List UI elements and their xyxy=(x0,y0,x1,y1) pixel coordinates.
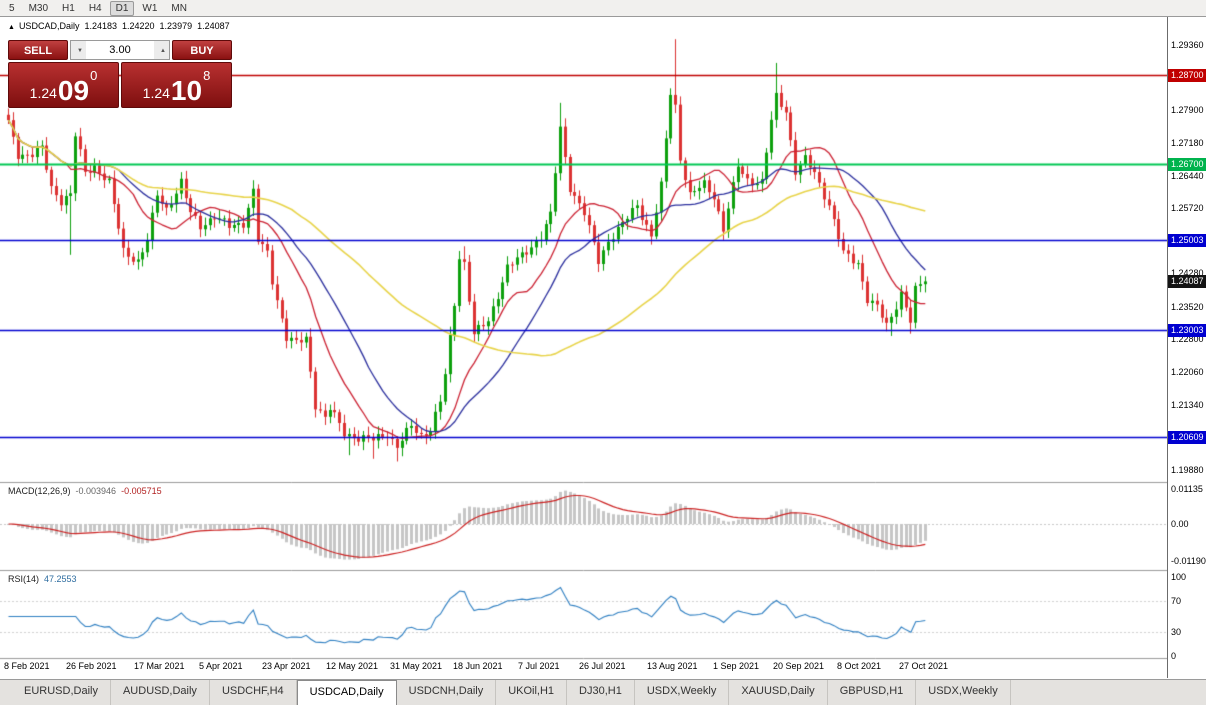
chart-symbol-label: USDCAD,Daily xyxy=(18,21,80,31)
chart-tab-usdx-weekly[interactable]: USDX,Weekly xyxy=(916,680,1011,705)
chart-tab-usdx-weekly[interactable]: USDX,Weekly xyxy=(635,680,730,705)
buy-price-display[interactable]: 1.24 10 8 xyxy=(121,62,232,108)
price-axis-separator xyxy=(1167,17,1168,678)
price-tick: 1.22060 xyxy=(1171,367,1204,378)
chart-tab-usdcad-daily[interactable]: USDCAD,Daily xyxy=(296,680,397,705)
chart-window-border xyxy=(0,16,1206,17)
price-tick: 1.22800 xyxy=(1171,334,1204,345)
date-tick: 1 Sep 2021 xyxy=(713,661,760,671)
date-tick: 13 Aug 2021 xyxy=(647,661,698,671)
sell-price-base: 1.24 xyxy=(29,85,57,101)
date-tick: 23 Apr 2021 xyxy=(262,661,311,671)
timeframe-button-m30[interactable]: M30 xyxy=(28,2,49,14)
timeframe-button-h4[interactable]: H4 xyxy=(88,2,102,14)
timeframe-button-h1[interactable]: H1 xyxy=(62,2,75,14)
price-tick: 1.29360 xyxy=(1171,40,1204,50)
date-tick: 26 Feb 2021 xyxy=(66,661,117,671)
date-tick: 12 May 2021 xyxy=(326,661,379,671)
macd-main-value: -0.003946 xyxy=(75,486,117,496)
price-tick: 1.19880 xyxy=(1171,464,1204,475)
macd-tick: 0.01135 xyxy=(1171,483,1203,494)
chart-tab-audusd-daily[interactable]: AUDUSD,Daily xyxy=(111,680,210,705)
sell-price-sup: 0 xyxy=(90,68,98,83)
one-click-trading-panel: SELL ▼ 3.00 ▲ BUY 1.24 09 0 1.24 10 8 xyxy=(8,40,232,108)
macd-signal-value: -0.005715 xyxy=(121,486,162,496)
volume-control: ▼ 3.00 ▲ xyxy=(70,40,170,60)
price-badge: 1.26700 xyxy=(1168,158,1206,172)
date-tick: 27 Oct 2021 xyxy=(899,661,949,671)
timeframe-toolbar: 5 M30 H1 H4 D1 W1 MN xyxy=(0,0,1206,16)
chart-tab-usdcnh-daily[interactable]: USDCNH,Daily xyxy=(397,680,497,705)
date-tick: 31 May 2021 xyxy=(390,661,443,671)
chart-tab-gbpusd-h1[interactable]: GBPUSD,H1 xyxy=(828,680,917,705)
ohlc-low: 1.23979 xyxy=(159,21,193,31)
volume-decrease-icon[interactable]: ▼ xyxy=(71,41,86,59)
chart-canvas[interactable] xyxy=(0,18,1167,677)
sell-button[interactable]: SELL xyxy=(8,40,68,60)
price-tick: 1.25720 xyxy=(1171,203,1204,214)
date-tick: 26 Jul 2021 xyxy=(579,661,626,671)
date-tick: 7 Jul 2021 xyxy=(518,661,560,671)
price-tick: 1.26440 xyxy=(1171,170,1204,181)
rsi-value: 47.2553 xyxy=(44,574,77,584)
date-tick: 17 Mar 2021 xyxy=(134,661,185,671)
sell-price-big: 09 xyxy=(57,74,90,106)
ohlc-close: 1.24087 xyxy=(197,21,230,31)
date-tick: 8 Oct 2021 xyxy=(837,661,882,671)
date-tick: 20 Sep 2021 xyxy=(773,661,825,671)
price-tick: 1.23520 xyxy=(1171,301,1204,312)
macd-tick: -0.01190 xyxy=(1171,555,1206,566)
buy-price-sup: 8 xyxy=(203,68,211,83)
timeframe-button-5[interactable]: 5 xyxy=(9,2,15,14)
chart-tab-bar: EURUSD,Daily AUDUSD,Daily USDCHF,H4 USDCAD,… xyxy=(0,679,1206,705)
rsi-tick: 70 xyxy=(1171,595,1182,606)
price-tick: 1.21340 xyxy=(1171,399,1204,410)
buy-button[interactable]: BUY xyxy=(172,40,232,60)
date-tick: 18 Jun 2021 xyxy=(453,661,503,671)
ohlc-open: 1.24183 xyxy=(84,21,117,31)
chart-tab-xauusd-daily[interactable]: XAUUSD,Daily xyxy=(729,680,828,705)
price-tick: 1.27900 xyxy=(1171,105,1204,116)
volume-increase-icon[interactable]: ▲ xyxy=(154,41,169,59)
price-badge: 1.24087 xyxy=(1168,275,1206,289)
price-badge: 1.25003 xyxy=(1168,234,1206,248)
sell-price-display[interactable]: 1.24 09 0 xyxy=(8,62,119,108)
macd-indicator-label: MACD(12,26,9) -0.003946 -0.005715 xyxy=(8,486,167,496)
rsi-indicator-label: RSI(14) 47.2553 xyxy=(8,574,82,584)
date-tick: 8 Feb 2021 xyxy=(4,661,50,671)
rsi-tick: 0 xyxy=(1171,651,1177,661)
buy-price-big: 10 xyxy=(170,74,203,106)
ohlc-high: 1.24220 xyxy=(122,21,155,31)
rsi-tick: 30 xyxy=(1171,627,1182,638)
chart-tab-eurusd-daily[interactable]: EURUSD,Daily xyxy=(12,680,111,705)
price-badge: 1.23003 xyxy=(1168,323,1206,337)
timeframe-button-mn[interactable]: MN xyxy=(171,2,187,14)
volume-input[interactable]: 3.00 xyxy=(109,44,131,56)
chart-collapse-icon[interactable]: ▲ xyxy=(8,24,15,31)
date-tick: 5 Apr 2021 xyxy=(199,661,243,671)
timeframe-button-w1[interactable]: W1 xyxy=(142,2,158,14)
chart-tab-ukoil-h1[interactable]: UKOil,H1 xyxy=(496,680,568,705)
price-badge: 1.20609 xyxy=(1168,431,1206,445)
price-tick: 1.24280 xyxy=(1171,267,1204,278)
chart-ohlc-title: ▲ USDCAD,Daily 1.24183 1.24220 1.23979 1.2408… xyxy=(8,21,235,31)
chart-tab-dj30-h1[interactable]: DJ30,H1 xyxy=(567,680,635,705)
price-tick: 1.27180 xyxy=(1171,137,1204,148)
timeframe-button-d1[interactable]: D1 xyxy=(109,0,135,16)
macd-name: MACD(12,26,9) xyxy=(8,486,71,496)
buy-price-base: 1.24 xyxy=(142,85,170,101)
chart-tab-usdchf-h4[interactable]: USDCHF,H4 xyxy=(210,680,297,705)
rsi-tick: 100 xyxy=(1171,572,1187,582)
rsi-name: RSI(14) xyxy=(8,574,40,584)
price-badge: 1.28700 xyxy=(1168,68,1206,82)
macd-tick: 0.00 xyxy=(1171,519,1189,529)
